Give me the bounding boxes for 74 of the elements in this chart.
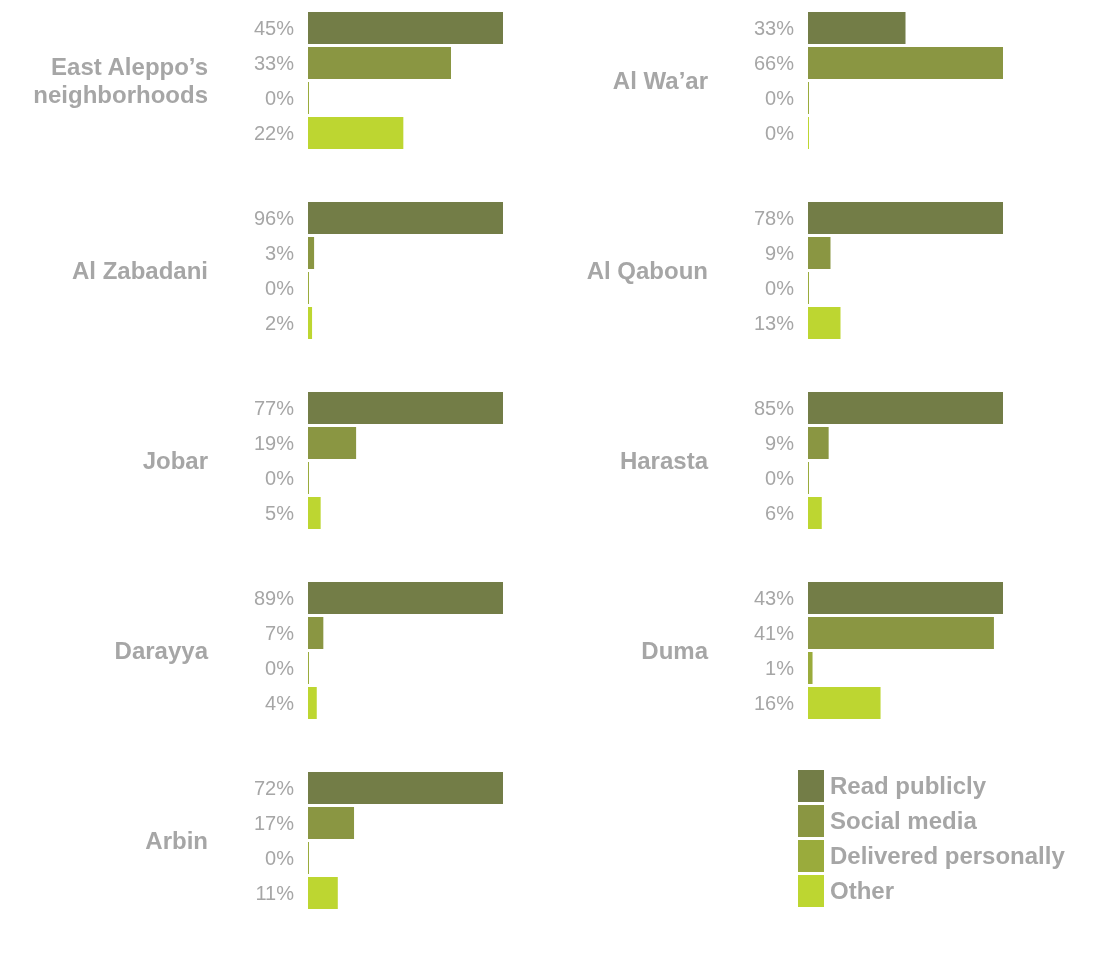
data-label: 96% bbox=[253, 207, 295, 229]
data-label: 13% bbox=[753, 312, 795, 334]
y-tick-label: Jobar bbox=[142, 446, 208, 474]
data-label: 45% bbox=[253, 17, 295, 39]
data-label: 2% bbox=[265, 312, 295, 334]
data-label: 19% bbox=[253, 432, 295, 454]
data-label: 1% bbox=[765, 657, 795, 679]
data-label: 0% bbox=[265, 847, 295, 869]
bar bbox=[308, 807, 355, 839]
y-tick-label: Al Qaboun bbox=[586, 256, 708, 284]
data-label: 7% bbox=[265, 622, 295, 644]
data-label: 33% bbox=[753, 17, 795, 39]
y-tick-label: East Aleppo’s neighborhoods bbox=[33, 52, 208, 109]
data-label: 22% bbox=[253, 122, 295, 144]
data-label: 72% bbox=[253, 777, 295, 799]
bar bbox=[308, 237, 315, 269]
y-tick-label: Harasta bbox=[619, 446, 709, 474]
data-label: 4% bbox=[265, 692, 295, 714]
bar bbox=[308, 582, 503, 614]
legend-label: Delivered personally bbox=[830, 841, 1065, 870]
y-tick-label: Al Zabadani bbox=[71, 256, 208, 284]
data-label: 0% bbox=[765, 277, 795, 299]
bar bbox=[308, 497, 321, 529]
data-label: 0% bbox=[265, 467, 295, 489]
bar bbox=[808, 237, 831, 269]
data-label: 0% bbox=[765, 467, 795, 489]
bar bbox=[808, 307, 841, 339]
bar bbox=[308, 772, 503, 804]
data-label: 77% bbox=[253, 397, 295, 419]
data-label: 89% bbox=[253, 587, 295, 609]
data-label: 0% bbox=[765, 122, 795, 144]
bar bbox=[808, 687, 881, 719]
bar bbox=[308, 617, 324, 649]
y-tick-label: Al Wa’ar bbox=[612, 66, 708, 94]
bar bbox=[808, 497, 822, 529]
data-label: 78% bbox=[753, 207, 795, 229]
bar bbox=[308, 877, 338, 909]
bar bbox=[308, 117, 404, 149]
data-label: 5% bbox=[265, 502, 295, 524]
data-label: 43% bbox=[753, 587, 795, 609]
bar bbox=[308, 202, 503, 234]
data-label: 16% bbox=[753, 692, 795, 714]
data-label: 0% bbox=[265, 277, 295, 299]
y-tick-label: Darayya bbox=[114, 636, 209, 664]
y-tick-label: Arbin bbox=[145, 826, 208, 854]
bar bbox=[308, 427, 357, 459]
legend-label: Social media bbox=[830, 806, 977, 835]
bar bbox=[308, 687, 317, 719]
data-label: 66% bbox=[753, 52, 795, 74]
y-tick-label: Duma bbox=[641, 636, 709, 664]
data-label: 0% bbox=[765, 87, 795, 109]
data-label: 9% bbox=[765, 432, 795, 454]
bar bbox=[308, 12, 503, 44]
bar bbox=[308, 307, 313, 339]
bar bbox=[308, 392, 503, 424]
data-label: 11% bbox=[255, 882, 295, 904]
data-label: 41% bbox=[753, 622, 795, 644]
bar bbox=[808, 617, 994, 649]
data-label: 33% bbox=[253, 52, 295, 74]
data-label: 85% bbox=[753, 397, 795, 419]
data-label: 6% bbox=[765, 502, 795, 524]
bar bbox=[308, 47, 451, 79]
bar bbox=[808, 582, 1003, 614]
data-label: 17% bbox=[253, 812, 295, 834]
legend-label: Read publicly bbox=[830, 771, 987, 800]
bar bbox=[808, 392, 1003, 424]
data-label: 0% bbox=[265, 657, 295, 679]
bar bbox=[808, 202, 1003, 234]
data-label: 9% bbox=[765, 242, 795, 264]
data-label: 0% bbox=[265, 87, 295, 109]
legend-label: Other bbox=[830, 876, 895, 905]
data-label: 3% bbox=[265, 242, 295, 264]
bar bbox=[808, 427, 829, 459]
bar bbox=[808, 652, 813, 684]
